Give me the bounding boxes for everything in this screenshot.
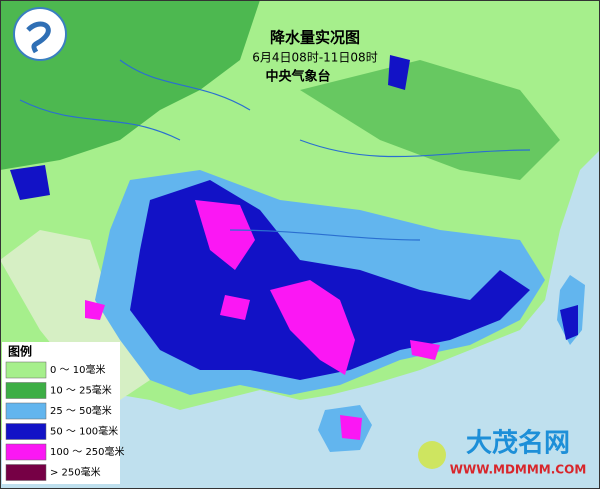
legend-label: 0 ～ 10毫米 (50, 363, 105, 376)
legend-label: 10 ～ 25毫米 (50, 384, 112, 397)
legend-swatch (5, 443, 47, 461)
watermark-url: WWW.MDMMM.COM (450, 463, 587, 477)
legend-swatch (5, 382, 47, 399)
rain-zone (560, 305, 578, 340)
river (19, 59, 531, 241)
period: 6月4日08时-11日08时 (252, 51, 377, 65)
legend-title: 图例 (8, 344, 32, 359)
legend-label: 50 ～ 100毫米 (50, 425, 118, 438)
legend-swatch (5, 361, 47, 379)
legend-swatch (5, 402, 47, 420)
legend-swatch (5, 464, 47, 481)
rain-zone (340, 415, 362, 440)
rain-zone (270, 280, 355, 375)
watermark-name: 大茂名网 (466, 428, 570, 459)
legend-swatch (5, 423, 47, 440)
source: 中央气象台 (265, 69, 330, 85)
legend-label: 25 ～ 50毫米 (50, 404, 112, 417)
title: 降水量实况图 (270, 29, 360, 47)
legend-label: > 250毫米 (50, 466, 101, 479)
legend-label: 100 ～ 250毫米 (50, 445, 125, 458)
rain-zone (300, 60, 560, 180)
logo-mark (26, 21, 51, 54)
watermark-logo (418, 441, 446, 469)
rain-zone (195, 200, 255, 270)
legend: 0 ～ 10毫米 10 ～ 25毫米 25 ～ 50毫米 50 ～ 100毫米 100 … (5, 361, 125, 481)
logo (13, 7, 67, 61)
